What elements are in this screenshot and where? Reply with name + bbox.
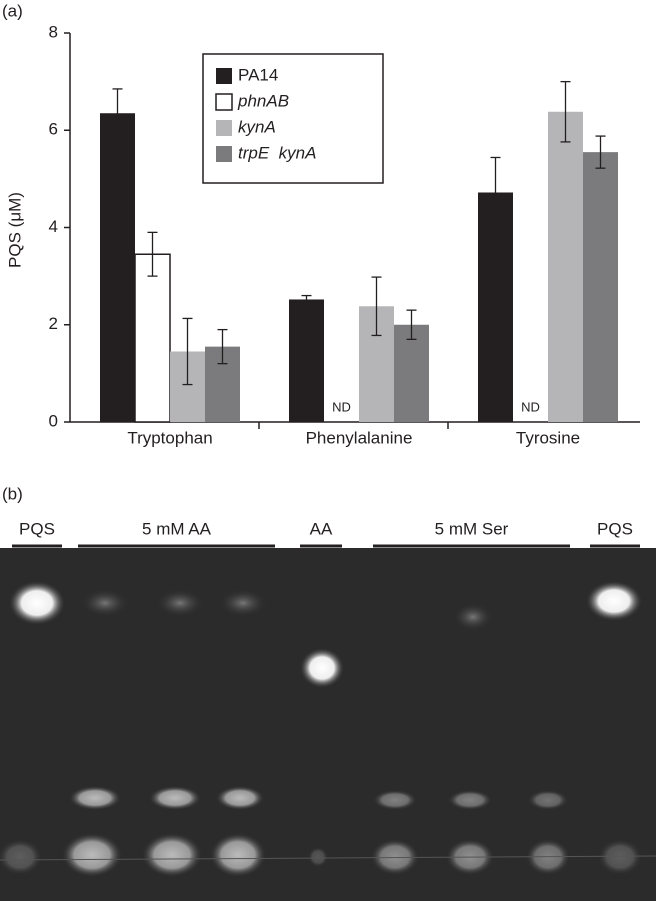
error-bar	[371, 276, 382, 337]
panel-label: (a)	[2, 1, 23, 20]
error-bar	[147, 231, 158, 277]
bar	[394, 324, 429, 422]
error-bar	[560, 80, 571, 143]
y-tick-label: 8	[49, 22, 58, 41]
y-axis-label: PQS (μM)	[5, 192, 24, 268]
error-bar	[490, 156, 501, 229]
legend-swatch	[216, 120, 232, 136]
error-bar	[217, 328, 228, 365]
legend-swatch	[216, 68, 232, 84]
bar	[478, 192, 513, 422]
error-bar	[406, 309, 417, 340]
error-bar	[301, 294, 312, 305]
tlc-plate	[0, 548, 656, 901]
legend-box	[202, 53, 384, 184]
x-tick-label: Tryptophan	[127, 428, 212, 447]
lane-label: 5 mM Ser	[435, 519, 509, 538]
legend-label: trpE kynA	[238, 143, 316, 162]
y-tick-label: 2	[49, 314, 58, 333]
lane-label: 5 mM AA	[142, 519, 212, 538]
value-label: ND	[332, 399, 351, 414]
legend-label: PA14	[238, 65, 278, 84]
legend-swatch	[215, 93, 233, 111]
bar	[134, 253, 171, 423]
panel-label: (b)	[2, 484, 23, 503]
lane-label: PQS	[597, 519, 633, 538]
x-tick-label: Tyrosine	[516, 428, 580, 447]
lane-label: PQS	[19, 519, 55, 538]
bar	[548, 111, 583, 423]
y-tick-label: 6	[49, 120, 58, 139]
y-tick-label: 0	[49, 411, 58, 430]
legend-label: kynA	[238, 117, 276, 136]
bar	[100, 113, 135, 422]
bar	[289, 299, 324, 422]
legend-swatch	[216, 146, 232, 162]
error-bar	[595, 135, 606, 169]
legend-label: phnAB	[237, 91, 289, 110]
bar	[583, 152, 618, 422]
error-bar	[112, 88, 123, 139]
y-tick-label: 4	[49, 217, 58, 236]
value-label: ND	[521, 399, 540, 414]
error-bar	[182, 317, 193, 386]
lane-label: AA	[310, 519, 333, 538]
x-tick-label: Phenylalanine	[306, 428, 413, 447]
